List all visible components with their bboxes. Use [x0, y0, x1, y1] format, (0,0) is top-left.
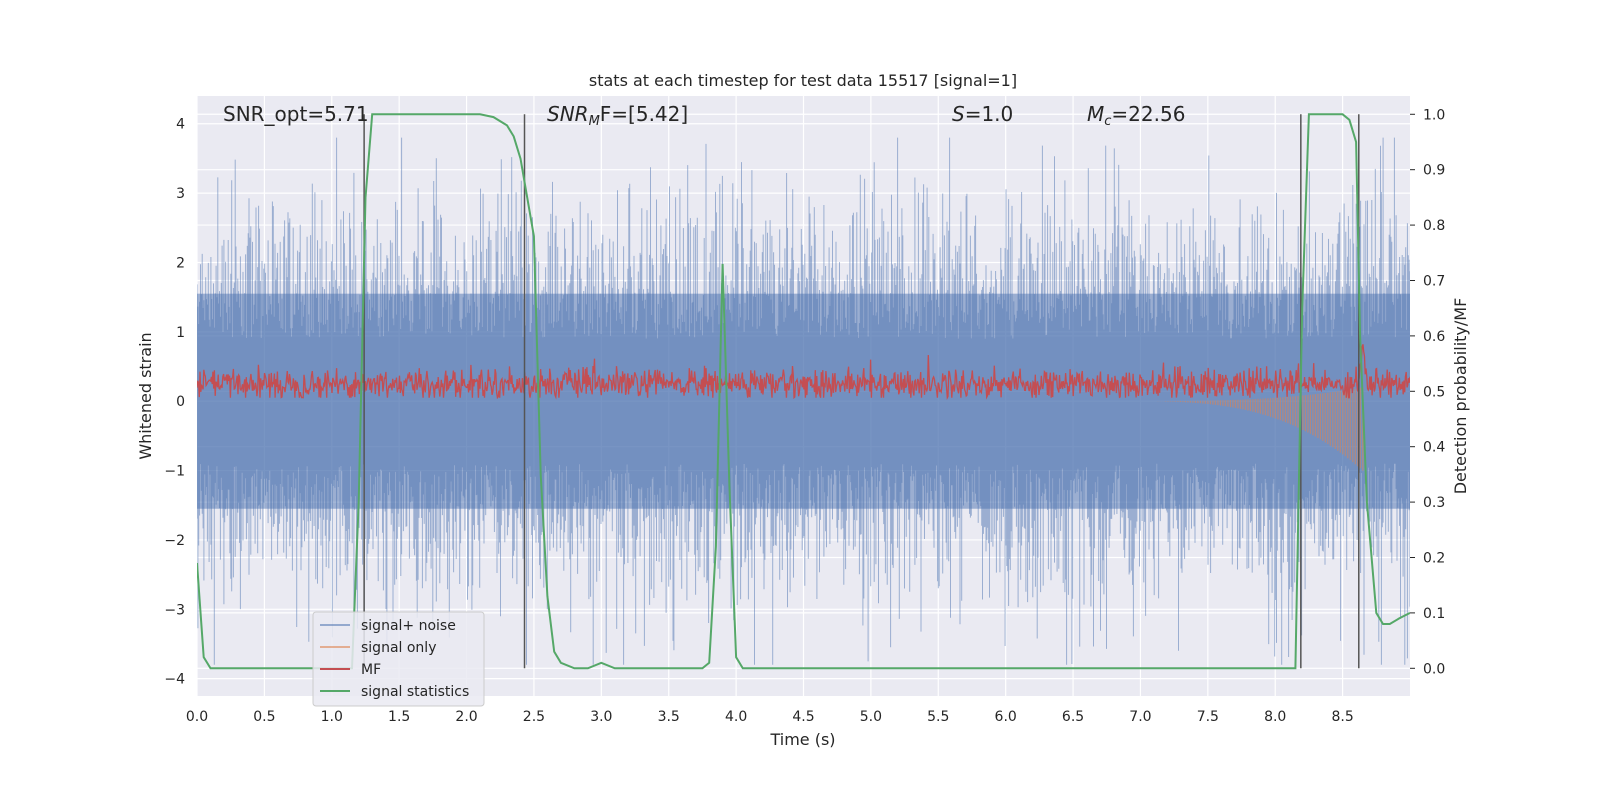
- x-tick-label: 4.0: [725, 709, 747, 725]
- y-right-tick-label: 0.1: [1423, 606, 1445, 622]
- x-tick-label: 6.0: [995, 709, 1017, 725]
- legend-label-signal-noise: signal+ noise: [361, 618, 456, 634]
- y-left-tick-label: −2: [164, 533, 185, 549]
- annotation-snr-mf: SNRMF=[5.42]: [547, 102, 688, 129]
- x-tick-label: 1.0: [321, 709, 343, 725]
- legend-box: [312, 611, 485, 707]
- legend-label-signal-statistics: signal statistics: [361, 684, 469, 700]
- y-axis-right-ticks: 1.0 0.9 0.8 0.7 0.6 0.5 0.4 0.3 0.2 0.1 0.0: [1410, 107, 1445, 677]
- y-axis-left-label: Whitened strain: [136, 332, 155, 459]
- signal-statistics-series: [197, 113, 1410, 670]
- y-right-tick-label: 1.0: [1423, 107, 1445, 123]
- x-tick-label: 5.5: [927, 709, 949, 725]
- x-tick-label: 8.5: [1331, 709, 1353, 725]
- y-right-tick-label: 0.6: [1423, 329, 1445, 345]
- y-left-tick-label: −4: [164, 672, 185, 688]
- y-left-tick-label: −1: [164, 464, 185, 480]
- x-tick-label: 2.0: [455, 709, 477, 725]
- chart-title: stats at each timestep for test data 155…: [589, 71, 1017, 90]
- signal-only-series: [1147, 387, 1364, 471]
- x-tick-label: 3.0: [590, 709, 612, 725]
- y-right-tick-label: 0.5: [1423, 384, 1445, 400]
- y-left-tick-label: 4: [176, 117, 185, 133]
- y-left-tick-label: −3: [164, 602, 185, 618]
- signal-statistics-line: [197, 113, 1410, 670]
- x-tick-label: 8.0: [1264, 709, 1286, 725]
- y-right-tick-label: 0.4: [1423, 440, 1445, 456]
- x-tick-label: 6.5: [1062, 709, 1084, 725]
- vertical-markers: [363, 114, 1360, 669]
- y-left-tick-label: 3: [176, 186, 185, 202]
- x-tick-label: 7.5: [1197, 709, 1219, 725]
- annotation-mc: Mc=22.56: [1087, 102, 1185, 129]
- y-right-tick-label: 0.0: [1423, 661, 1445, 677]
- x-tick-label: 3.5: [658, 709, 680, 725]
- y-right-tick-label: 0.2: [1423, 550, 1445, 566]
- y-axis-left-ticks: 4 3 2 1 0 −1 −2 −3 −4: [164, 117, 185, 688]
- x-axis-label: Time (s): [769, 730, 835, 749]
- annotation-snr-opt: SNR_opt=5.71: [223, 102, 369, 126]
- y-left-tick-label: 0: [176, 394, 185, 410]
- y-left-tick-label: 1: [176, 325, 185, 341]
- x-axis-ticks: 0.0 0.5 1.0 1.5 2.0 2.5 3.0 3.5 4.0 4.5 5.0 5.5 6.0 6…: [186, 709, 1354, 725]
- legend-label-mf: MF: [361, 662, 381, 678]
- x-tick-label: 1.5: [388, 709, 410, 725]
- x-tick-label: 0.0: [186, 709, 208, 725]
- mf-line: [197, 344, 1410, 400]
- annotation-s: S=1.0: [952, 102, 1013, 126]
- y-right-tick-label: 0.7: [1423, 273, 1445, 289]
- y-right-tick-label: 0.8: [1423, 218, 1445, 234]
- x-tick-label: 2.5: [523, 709, 545, 725]
- signal-noise-line: [197, 137, 1410, 665]
- signal-only-line: [1147, 387, 1364, 471]
- y-left-tick-label: 2: [176, 255, 185, 271]
- y-right-tick-label: 0.9: [1423, 163, 1445, 179]
- y-axis-right-label: Detection probability/MF: [1451, 298, 1470, 495]
- legend: signal+ noise signal only MF signal stat…: [312, 611, 485, 707]
- mf-series: [197, 344, 1410, 400]
- y-right-tick-label: 0.3: [1423, 495, 1445, 511]
- legend-label-signal-only: signal only: [361, 640, 436, 656]
- x-tick-label: 0.5: [253, 709, 275, 725]
- x-tick-label: 4.5: [792, 709, 814, 725]
- x-tick-label: 7.0: [1129, 709, 1151, 725]
- x-tick-label: 5.0: [860, 709, 882, 725]
